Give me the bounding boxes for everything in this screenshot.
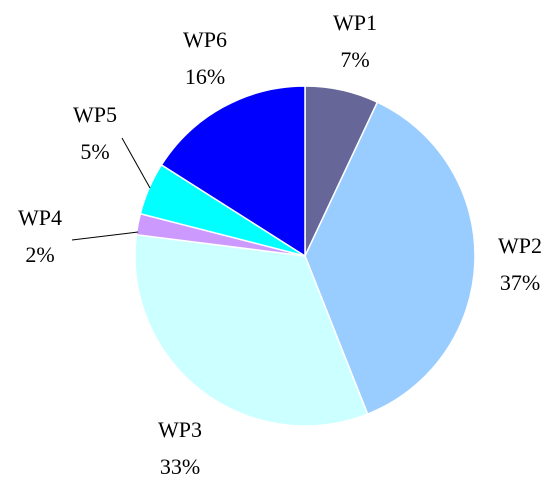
pie-slice <box>160 85 306 258</box>
slice-label: WP4 <box>18 205 62 230</box>
slice-label: WP1 <box>333 10 377 35</box>
pie-slice <box>134 233 369 427</box>
leader-line <box>71 231 139 241</box>
slice-value-label: 37% <box>500 270 540 295</box>
slice-label: WP5 <box>73 102 117 127</box>
pie-slice <box>304 101 476 416</box>
slice-label: WP3 <box>158 417 202 442</box>
leader-line <box>121 137 151 189</box>
slice-value-label: 2% <box>25 242 54 267</box>
slice-label: WP6 <box>183 27 227 52</box>
slice-label: WP2 <box>498 233 542 258</box>
slice-value-label: 7% <box>340 47 369 72</box>
slice-value-label: 33% <box>160 454 200 479</box>
slice-value-label: 16% <box>185 64 225 89</box>
slice-value-label: 5% <box>80 139 109 164</box>
